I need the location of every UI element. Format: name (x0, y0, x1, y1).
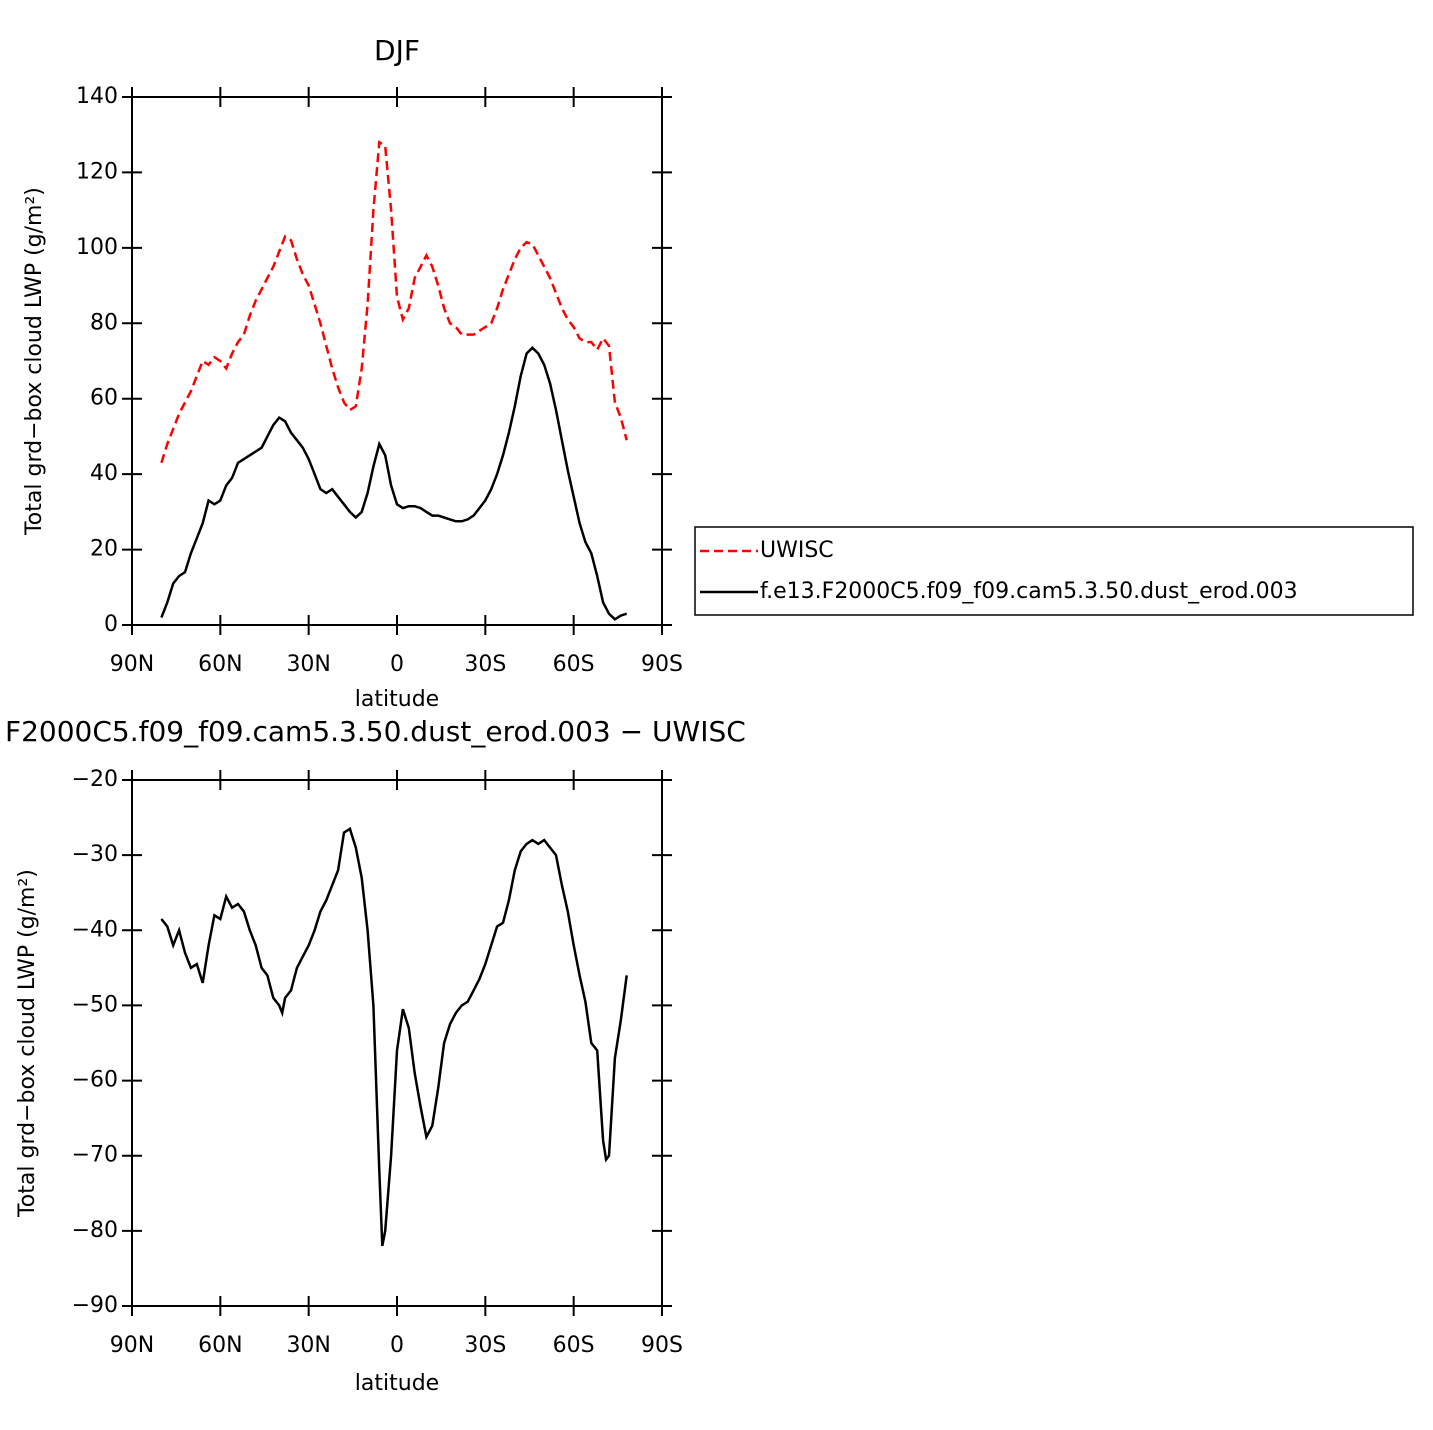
y-tick-label: 60 (90, 386, 118, 411)
x-axis-label: latitude (355, 687, 439, 712)
y-tick-label: −50 (72, 992, 118, 1017)
x-tick-label: 90N (110, 652, 154, 677)
y-tick-label: −30 (72, 842, 118, 867)
y-tick-label: −90 (72, 1293, 118, 1318)
y-tick-label: 120 (76, 159, 118, 184)
x-tick-label: 60N (198, 652, 242, 677)
y-tick-label: −70 (72, 1143, 118, 1168)
x-tick-label: 60N (198, 1333, 242, 1358)
y-tick-label: 140 (76, 84, 118, 109)
legend-label: f.e13.F2000C5.f09_f09.cam5.3.50.dust_ero… (760, 579, 1298, 604)
y-tick-label: 80 (90, 310, 118, 335)
y-tick-label: 40 (90, 461, 118, 486)
chart-title: F2000C5.f09_f09.cam5.3.50.dust_erod.003 … (5, 715, 746, 748)
data-line (160, 140, 628, 464)
x-tick-label: 30S (464, 652, 506, 677)
chart-title: DJF (374, 34, 420, 67)
legend-label: UWISC (760, 538, 834, 563)
x-tick-label: 30S (464, 1333, 506, 1358)
y-tick-label: 0 (104, 612, 118, 637)
data-line (160, 346, 628, 621)
y-tick-label: −20 (72, 767, 118, 792)
y-tick-label: −80 (72, 1218, 118, 1243)
data-line (160, 826, 628, 1247)
y-axis-label: Total grd−box cloud LWP (g/m²) (22, 187, 47, 536)
x-tick-label: 90S (641, 652, 683, 677)
y-tick-label: −60 (72, 1068, 118, 1093)
x-tick-label: 90S (641, 1333, 683, 1358)
y-tick-label: 20 (90, 537, 118, 562)
y-tick-label: 100 (76, 235, 118, 260)
y-tick-label: −40 (72, 917, 118, 942)
x-tick-label: 0 (390, 652, 404, 677)
legend-box (694, 526, 1414, 616)
x-tick-label: 0 (390, 1333, 404, 1358)
x-axis-label: latitude (355, 1371, 439, 1396)
x-tick-label: 30N (286, 652, 330, 677)
y-axis-label: Total grd−box cloud LWP (g/m²) (15, 869, 40, 1218)
x-tick-label: 60S (553, 1333, 595, 1358)
x-tick-label: 30N (286, 1333, 330, 1358)
x-tick-label: 60S (553, 652, 595, 677)
x-tick-label: 90N (110, 1333, 154, 1358)
plot-frame (131, 96, 663, 626)
